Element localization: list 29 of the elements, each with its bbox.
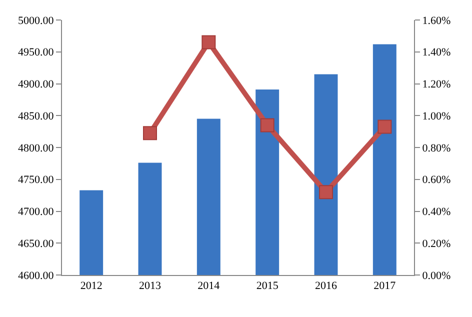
x-tick-label: 2015: [256, 280, 279, 292]
x-tick-label: 2012: [80, 280, 102, 292]
y-tick-label: 4700.00: [18, 206, 54, 218]
y2-tick-label: 1.20%: [422, 78, 451, 91]
y-tick-label: 4600.00: [18, 270, 54, 282]
y-tick-label: 4650.00: [18, 238, 54, 250]
y2-tick-label: 1.60%: [422, 14, 451, 27]
x-tick-label: 2014: [198, 280, 220, 292]
y2-tick-label: 0.80%: [422, 142, 451, 154]
y2-tick-label: 0.40%: [422, 206, 451, 218]
y-tick-label: 4850.00: [18, 110, 54, 122]
y2-tick-label: 0.60%: [422, 174, 451, 186]
y-tick-label: 4950.00: [18, 46, 54, 59]
point: [143, 126, 157, 140]
y2-tick-label: 1.00%: [422, 110, 451, 122]
y-tick-label: 4750.00: [18, 174, 54, 186]
y2-tick-label: 0.00%: [422, 270, 451, 282]
y2-tick-label: 0.20%: [422, 238, 451, 250]
x-tick-label: 2013: [139, 280, 162, 292]
point: [319, 185, 333, 200]
y2-tick-label: 1.40%: [422, 46, 451, 59]
y-tick-label: 4900.00: [18, 78, 54, 91]
point: [202, 35, 216, 50]
point: [260, 118, 274, 132]
x-tick-label: 2016: [315, 280, 338, 292]
point: [378, 120, 392, 134]
y-tick-label: 5000.00: [18, 14, 54, 27]
y-tick-label: 4800.00: [18, 142, 54, 154]
x-tick-label: 2017: [374, 280, 396, 292]
